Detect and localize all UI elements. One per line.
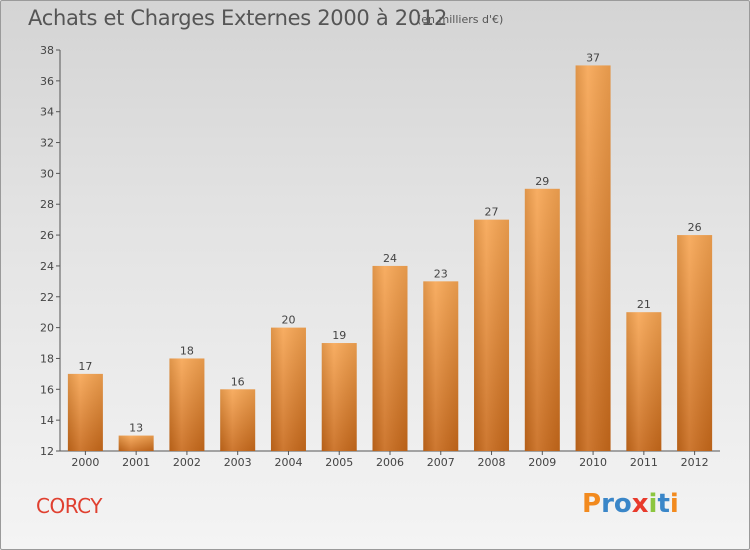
bar-shade (474, 219, 510, 451)
y-tick-label: 16 (40, 383, 54, 396)
bar-group (372, 265, 408, 451)
bar-group (423, 281, 459, 451)
x-tick-label: 2011 (630, 456, 658, 469)
logo-letter: i (669, 489, 679, 519)
logo-letter: x (631, 489, 649, 519)
y-tick-label: 34 (40, 106, 54, 119)
x-tick-label: 2005 (325, 456, 353, 469)
bar-shade (575, 65, 611, 451)
bar-shade (67, 373, 103, 451)
y-tick-label: 14 (40, 414, 54, 427)
x-tick-label: 2006 (376, 456, 404, 469)
bar-value-label: 20 (281, 314, 295, 327)
x-tick-label: 2004 (274, 456, 302, 469)
bar-shade (118, 435, 154, 451)
bar-value-label: 29 (535, 175, 549, 188)
logo-letter: r (601, 489, 614, 519)
y-tick-label: 30 (40, 167, 54, 180)
x-tick-label: 2009 (528, 456, 556, 469)
bar-value-label: 26 (688, 221, 702, 234)
y-tick-label: 28 (40, 198, 54, 211)
y-tick-label: 26 (40, 229, 54, 242)
bar-group (118, 435, 154, 451)
logo-letter: i (648, 489, 658, 519)
bar-group (474, 219, 510, 451)
bar-shade (524, 188, 560, 452)
bar-group (67, 373, 103, 451)
logo-letter: P (582, 489, 602, 519)
y-tick-label: 20 (40, 322, 54, 335)
bar-group (220, 389, 256, 451)
bar-value-label: 24 (383, 252, 397, 265)
bar-group (169, 358, 205, 451)
bar-shade (270, 327, 306, 451)
bar-shade (220, 389, 256, 451)
proxiti-logo: Proxiti (582, 489, 679, 519)
bar-value-label: 23 (434, 267, 448, 280)
x-tick-label: 2003 (224, 456, 252, 469)
bar-shade (677, 235, 713, 451)
bar-shade (321, 343, 357, 451)
commune-name: CORCY (36, 494, 102, 518)
bar-value-label: 37 (586, 51, 600, 64)
bar-value-label: 27 (485, 206, 499, 219)
y-tick-label: 32 (40, 137, 54, 150)
bar-shade (626, 312, 662, 451)
bar-value-label: 13 (129, 422, 143, 435)
bar-shade (169, 358, 205, 451)
bar-value-label: 19 (332, 329, 346, 342)
y-tick-label: 36 (40, 75, 54, 88)
y-tick-label: 18 (40, 352, 54, 365)
bar-group (575, 65, 611, 451)
y-tick-label: 22 (40, 291, 54, 304)
bar-value-label: 18 (180, 344, 194, 357)
logo-letter: t (657, 489, 670, 519)
bar-group (626, 312, 662, 451)
bar-group (524, 188, 560, 452)
y-tick-label: 24 (40, 260, 54, 273)
x-tick-label: 2000 (71, 456, 99, 469)
unit-label: (en milliers d'€) (417, 13, 504, 26)
y-tick-label: 12 (40, 445, 54, 458)
chart-title: Achats et Charges Externes 2000 à 2012 (28, 6, 448, 30)
x-tick-label: 2008 (478, 456, 506, 469)
bar-value-label: 16 (231, 375, 245, 388)
logo-letter: o (613, 489, 632, 519)
x-tick-label: 2007 (427, 456, 455, 469)
bar-group (270, 327, 306, 451)
x-tick-label: 2001 (122, 456, 150, 469)
bar-value-label: 21 (637, 298, 651, 311)
bar-shade (372, 265, 408, 451)
x-tick-label: 2010 (579, 456, 607, 469)
x-tick-label: 2002 (173, 456, 201, 469)
bar-group (321, 343, 357, 451)
bar-value-label: 17 (78, 360, 92, 373)
bar-shade (423, 281, 459, 451)
y-tick-label: 38 (40, 44, 54, 57)
bar-group (677, 235, 713, 451)
x-tick-label: 2012 (681, 456, 709, 469)
